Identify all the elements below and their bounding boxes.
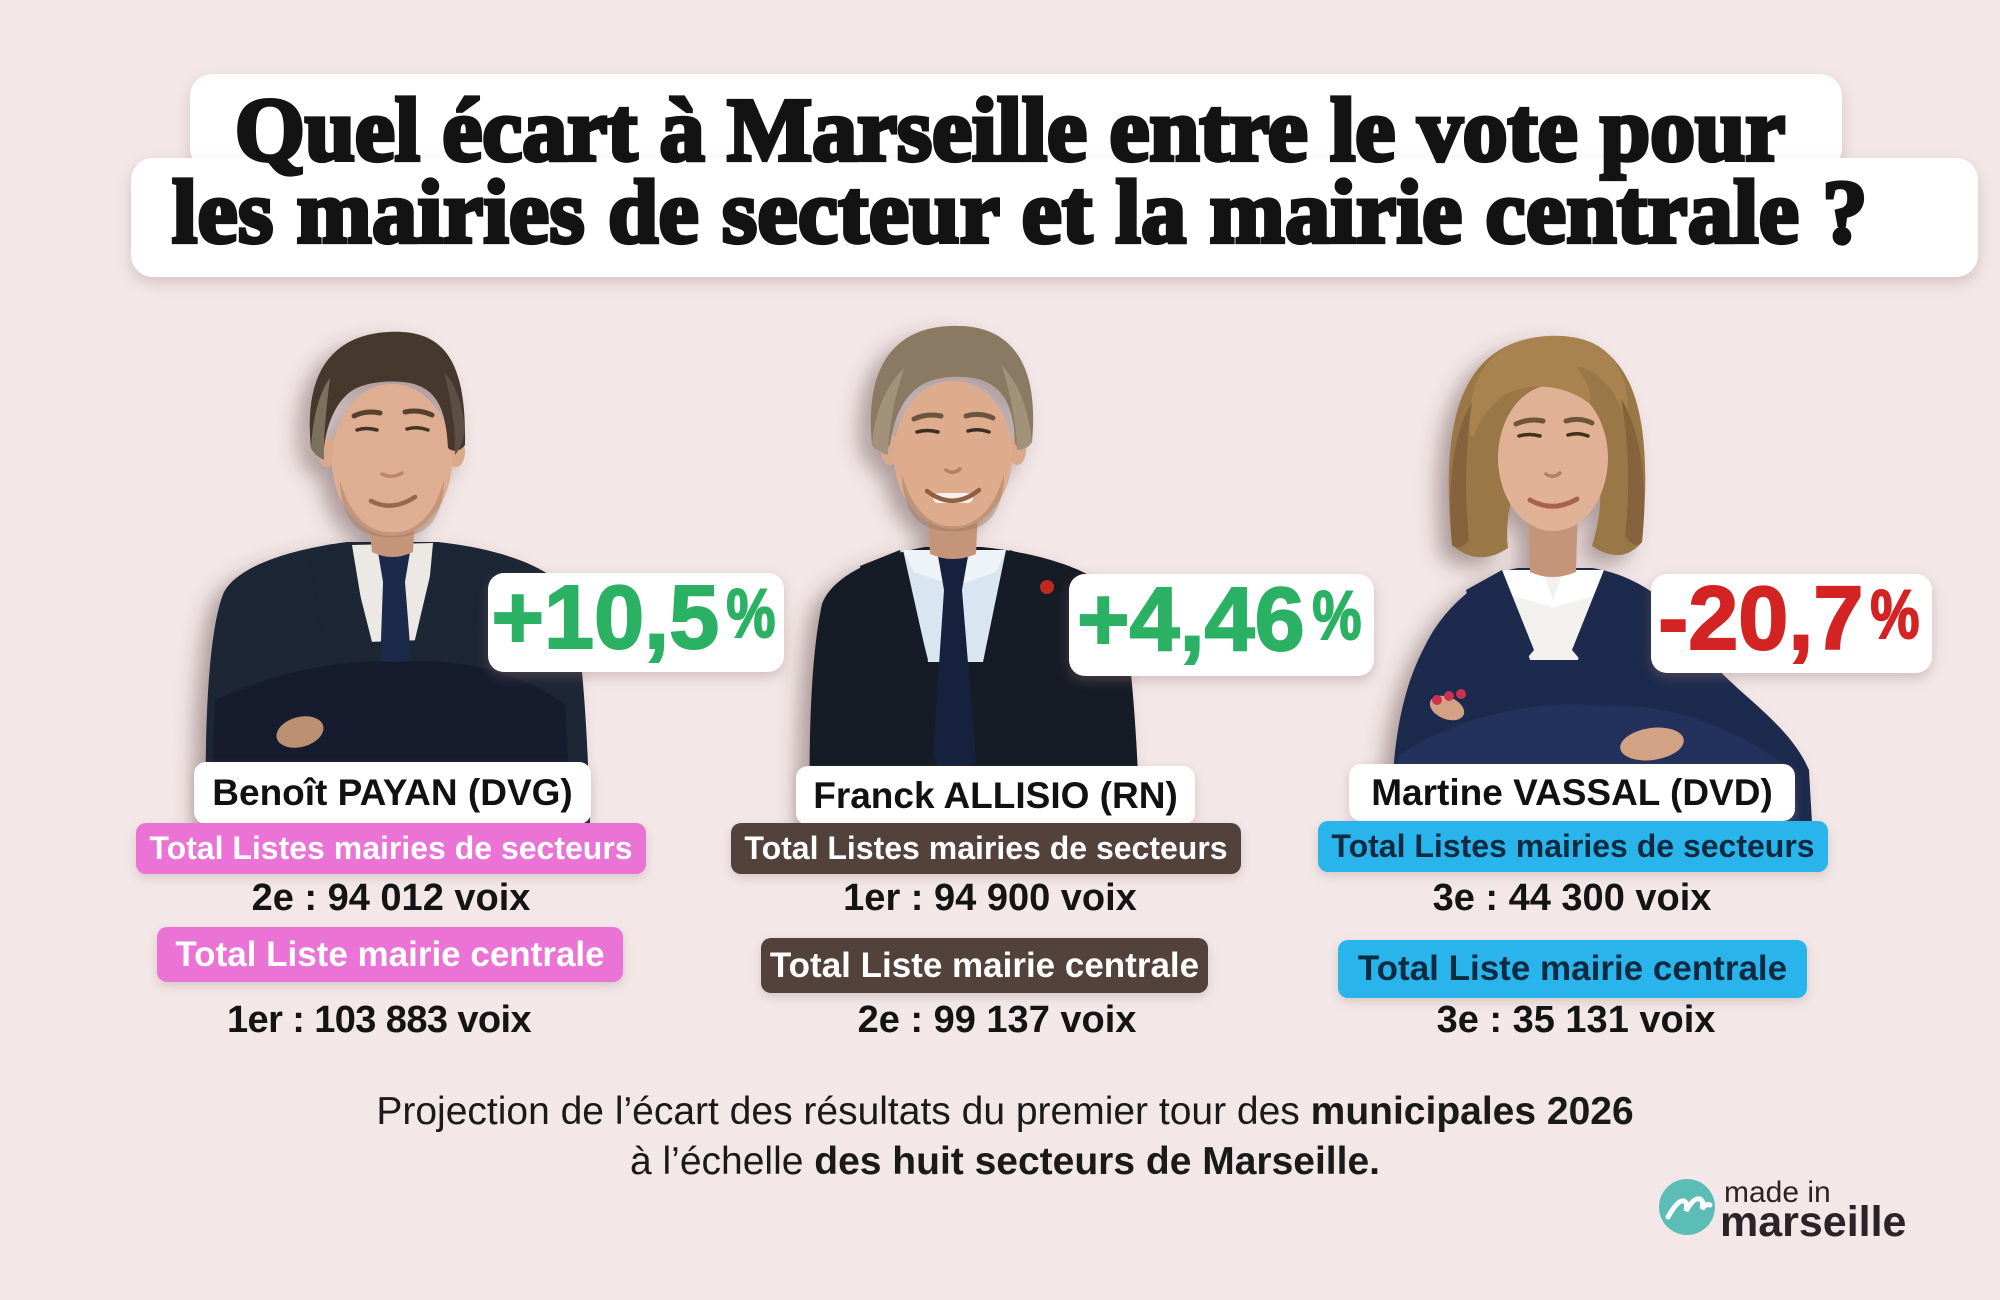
svg-text:made in: made in <box>1724 1176 1831 1209</box>
svg-text:marseille: marseille <box>1720 1198 1906 1246</box>
